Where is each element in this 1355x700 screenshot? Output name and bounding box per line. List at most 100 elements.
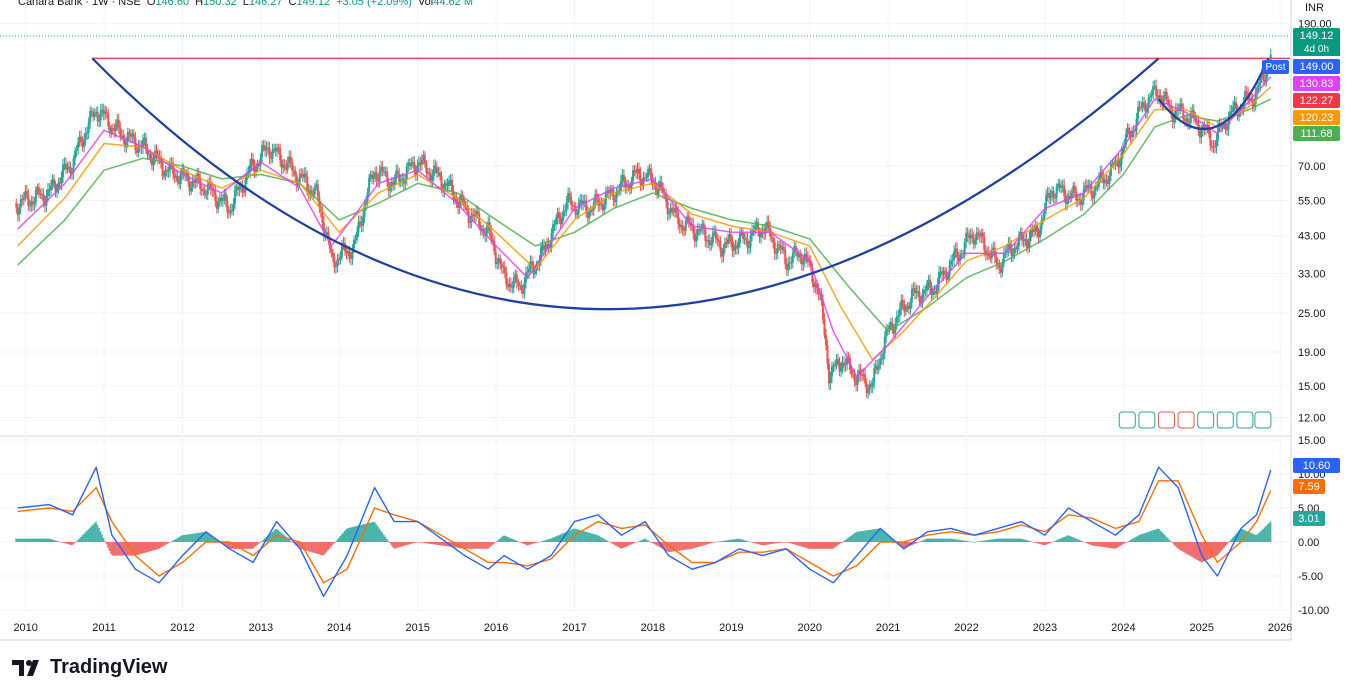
close-label: C — [288, 0, 297, 8]
macd-histogram-bar — [86, 530, 88, 542]
candle-body — [928, 279, 931, 288]
candle-body — [499, 258, 502, 264]
candle-body — [333, 256, 336, 268]
macd-histogram-bar — [179, 536, 182, 542]
macd-histogram-bar — [928, 538, 931, 542]
macd-histogram-bar — [1046, 542, 1049, 545]
candle-body — [850, 369, 853, 375]
candle-body — [963, 242, 966, 254]
candle-body — [1227, 117, 1230, 130]
ma3-badge: 120.23 — [1293, 110, 1340, 125]
macd-histogram-bar — [726, 540, 729, 542]
macd-histogram-bar — [1173, 542, 1175, 545]
x-tick-label: 2016 — [484, 622, 508, 634]
candle-body — [981, 232, 984, 237]
candle-body — [1189, 112, 1192, 123]
macd-histogram-bar — [674, 542, 676, 552]
macd-histogram-bar — [169, 542, 171, 543]
candle-body — [562, 210, 565, 218]
candle-body — [223, 193, 226, 199]
main-y-tick-label: 19.00 — [1298, 347, 1326, 359]
candle-body — [639, 173, 642, 185]
macd-histogram-bar — [601, 537, 604, 542]
candle-body — [980, 232, 983, 237]
candle-body — [116, 119, 119, 125]
macd-histogram-bar — [871, 529, 874, 542]
candle-body — [966, 232, 969, 236]
macd-histogram-bar — [426, 542, 429, 544]
macd-histogram-bar — [886, 534, 889, 542]
macd-histogram-bar — [797, 542, 800, 546]
candle-body — [292, 170, 295, 172]
candle-body — [999, 268, 1002, 273]
candle-body — [711, 232, 714, 244]
macd-histogram-bar — [834, 542, 836, 548]
macd-histogram-bar — [690, 542, 693, 549]
macd-histogram-bar — [153, 542, 156, 550]
macd-histogram-bar — [1096, 542, 1098, 547]
candle-body — [791, 253, 794, 263]
candle-body — [559, 218, 562, 225]
macd-histogram-bar — [546, 539, 548, 542]
macd-histogram-bar — [695, 542, 697, 548]
candle-body — [1052, 191, 1055, 198]
macd-histogram-bar — [280, 532, 283, 542]
tradingview-logo[interactable]: TradingView — [12, 656, 167, 679]
macd-histogram-bar — [413, 542, 415, 543]
candle-body — [1198, 130, 1201, 138]
macd-histogram-bar — [357, 525, 360, 542]
macd-histogram-bar — [306, 542, 308, 551]
macd-histogram-bar — [1229, 541, 1231, 542]
candle-body — [678, 223, 681, 228]
macd-histogram-bar — [28, 538, 31, 542]
macd-histogram-bar — [107, 542, 109, 548]
macd-histogram-bar — [135, 542, 138, 556]
macd-histogram-bar — [630, 542, 633, 545]
candle-body — [340, 246, 343, 257]
candle-body — [313, 186, 316, 195]
candle-body — [500, 263, 503, 268]
macd-histogram-bar — [345, 529, 348, 542]
macd-histogram-bar — [827, 542, 830, 549]
macd-histogram-bar — [1078, 539, 1080, 542]
macd-histogram-bar — [62, 542, 64, 543]
macd-histogram-bar — [1250, 532, 1252, 542]
time-left-badge: 4d 0h — [1293, 42, 1340, 56]
candle-body — [796, 251, 799, 257]
candle-body — [921, 293, 924, 304]
candle-body — [1229, 111, 1232, 118]
candle-body — [597, 198, 600, 206]
earnings-marker — [1216, 411, 1234, 429]
candle-body — [1025, 239, 1028, 246]
macd-histogram-bar — [696, 542, 699, 548]
macd-histogram-bar — [157, 542, 159, 550]
candle-body — [126, 132, 129, 142]
macd-histogram-bar — [1088, 542, 1091, 545]
macd-histogram-bar — [938, 538, 940, 542]
main-y-tick-label: 33.00 — [1298, 268, 1326, 280]
candle-body — [573, 205, 576, 207]
candle-body — [220, 197, 223, 201]
macd-histogram-bar — [1081, 541, 1083, 542]
candle-body — [538, 259, 541, 266]
candle-body — [1244, 91, 1247, 102]
candle-body — [1121, 147, 1124, 153]
macd-histogram-bar — [1158, 528, 1160, 542]
macd-histogram-bar — [1251, 533, 1254, 542]
candle-body — [975, 232, 978, 241]
macd-histogram-bar — [138, 542, 141, 555]
candle-body — [1037, 231, 1040, 238]
macd-histogram-bar — [1245, 530, 1248, 542]
macd-histogram-bar — [754, 542, 756, 544]
macd-histogram-bar — [844, 539, 847, 542]
candle-body — [565, 202, 568, 211]
candle-body — [853, 374, 856, 382]
macd-histogram-bar — [262, 539, 265, 542]
macd-histogram-bar — [461, 542, 464, 549]
candle-body — [232, 204, 235, 212]
candle-body — [89, 110, 92, 123]
macd-histogram-bar — [18, 538, 20, 542]
candle-body — [81, 142, 84, 148]
candle-body — [437, 172, 440, 174]
candle-body — [166, 169, 169, 172]
